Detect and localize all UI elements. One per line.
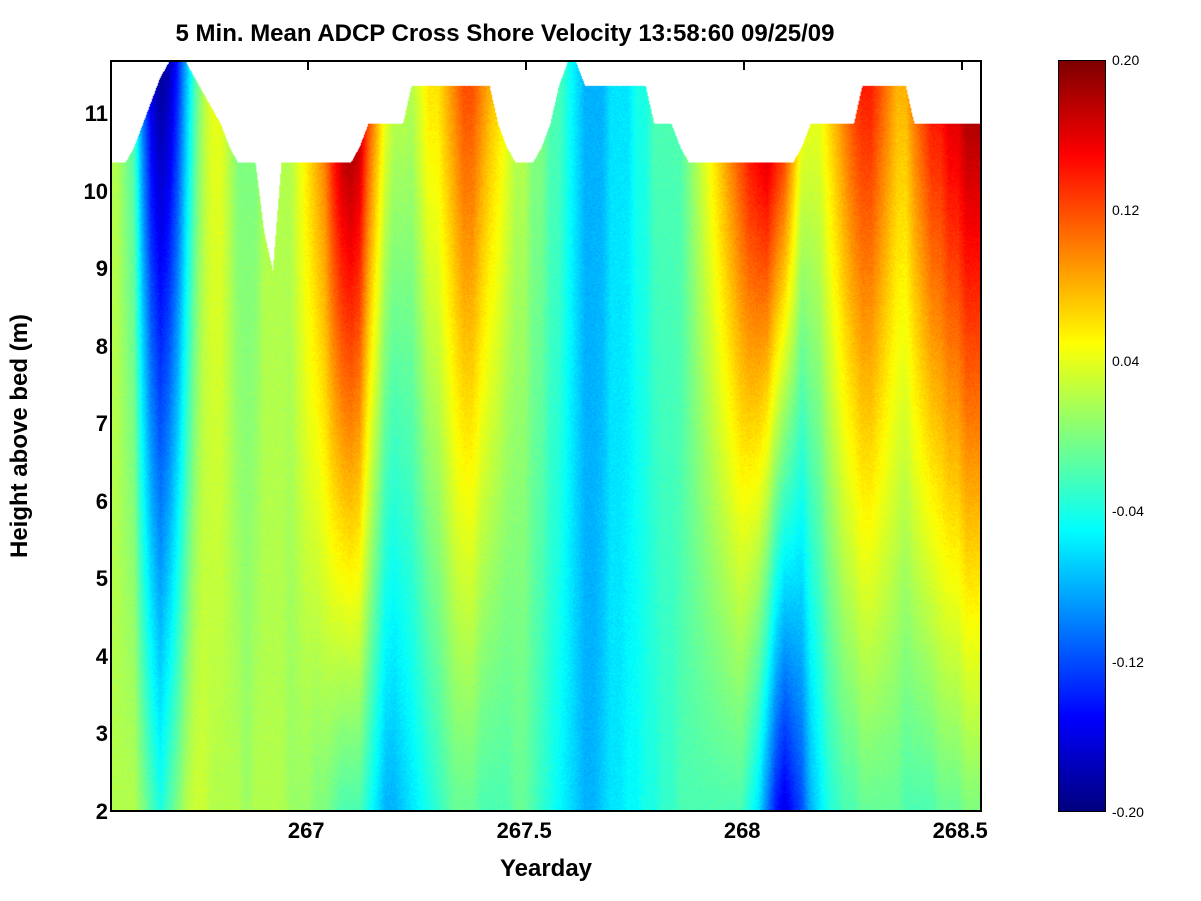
y-axis-label: Height above bed (m) [5,60,35,812]
y-tick-label: 3 [60,721,108,747]
y-tick-label: 7 [60,411,108,437]
y-axis-ticks: 234567891011 [60,60,108,812]
colorbar-tick-label: -0.04 [1112,503,1144,519]
x-tick-label: 267 [288,818,325,844]
chart-title: 5 Min. Mean ADCP Cross Shore Velocity 13… [0,20,1010,48]
y-axis-label-text: Height above bed (m) [6,314,34,558]
y-tick-label: 8 [60,334,108,360]
y-tick-label: 2 [60,799,108,825]
heatmap-plot [110,60,982,812]
y-tick-label: 4 [60,644,108,670]
x-tick-mark [307,62,309,70]
colorbar-tick-label: 0.04 [1112,353,1139,369]
x-axis-label: Yearday [110,855,982,883]
colorbar-tick-label: 0.20 [1112,52,1139,68]
x-tick-label: 267.5 [497,818,552,844]
y-tick-label: 10 [60,179,108,205]
colorbar-tick-label: 0.12 [1112,202,1139,218]
colorbar [1058,60,1106,812]
colorbar-ticks: -0.20-0.12-0.040.040.120.20 [1112,60,1172,812]
colorbar-tick-label: -0.20 [1112,804,1144,820]
y-tick-label: 9 [60,256,108,282]
x-tick-label: 268 [724,818,761,844]
y-tick-label: 11 [60,101,108,127]
y-tick-label: 5 [60,566,108,592]
x-axis-ticks: 267267.5268268.5 [110,818,982,848]
x-tick-mark [743,62,745,70]
y-tick-label: 6 [60,489,108,515]
x-tick-mark [525,62,527,70]
x-tick-mark [961,62,963,70]
x-tick-label: 268.5 [933,818,988,844]
colorbar-tick-label: -0.12 [1112,654,1144,670]
